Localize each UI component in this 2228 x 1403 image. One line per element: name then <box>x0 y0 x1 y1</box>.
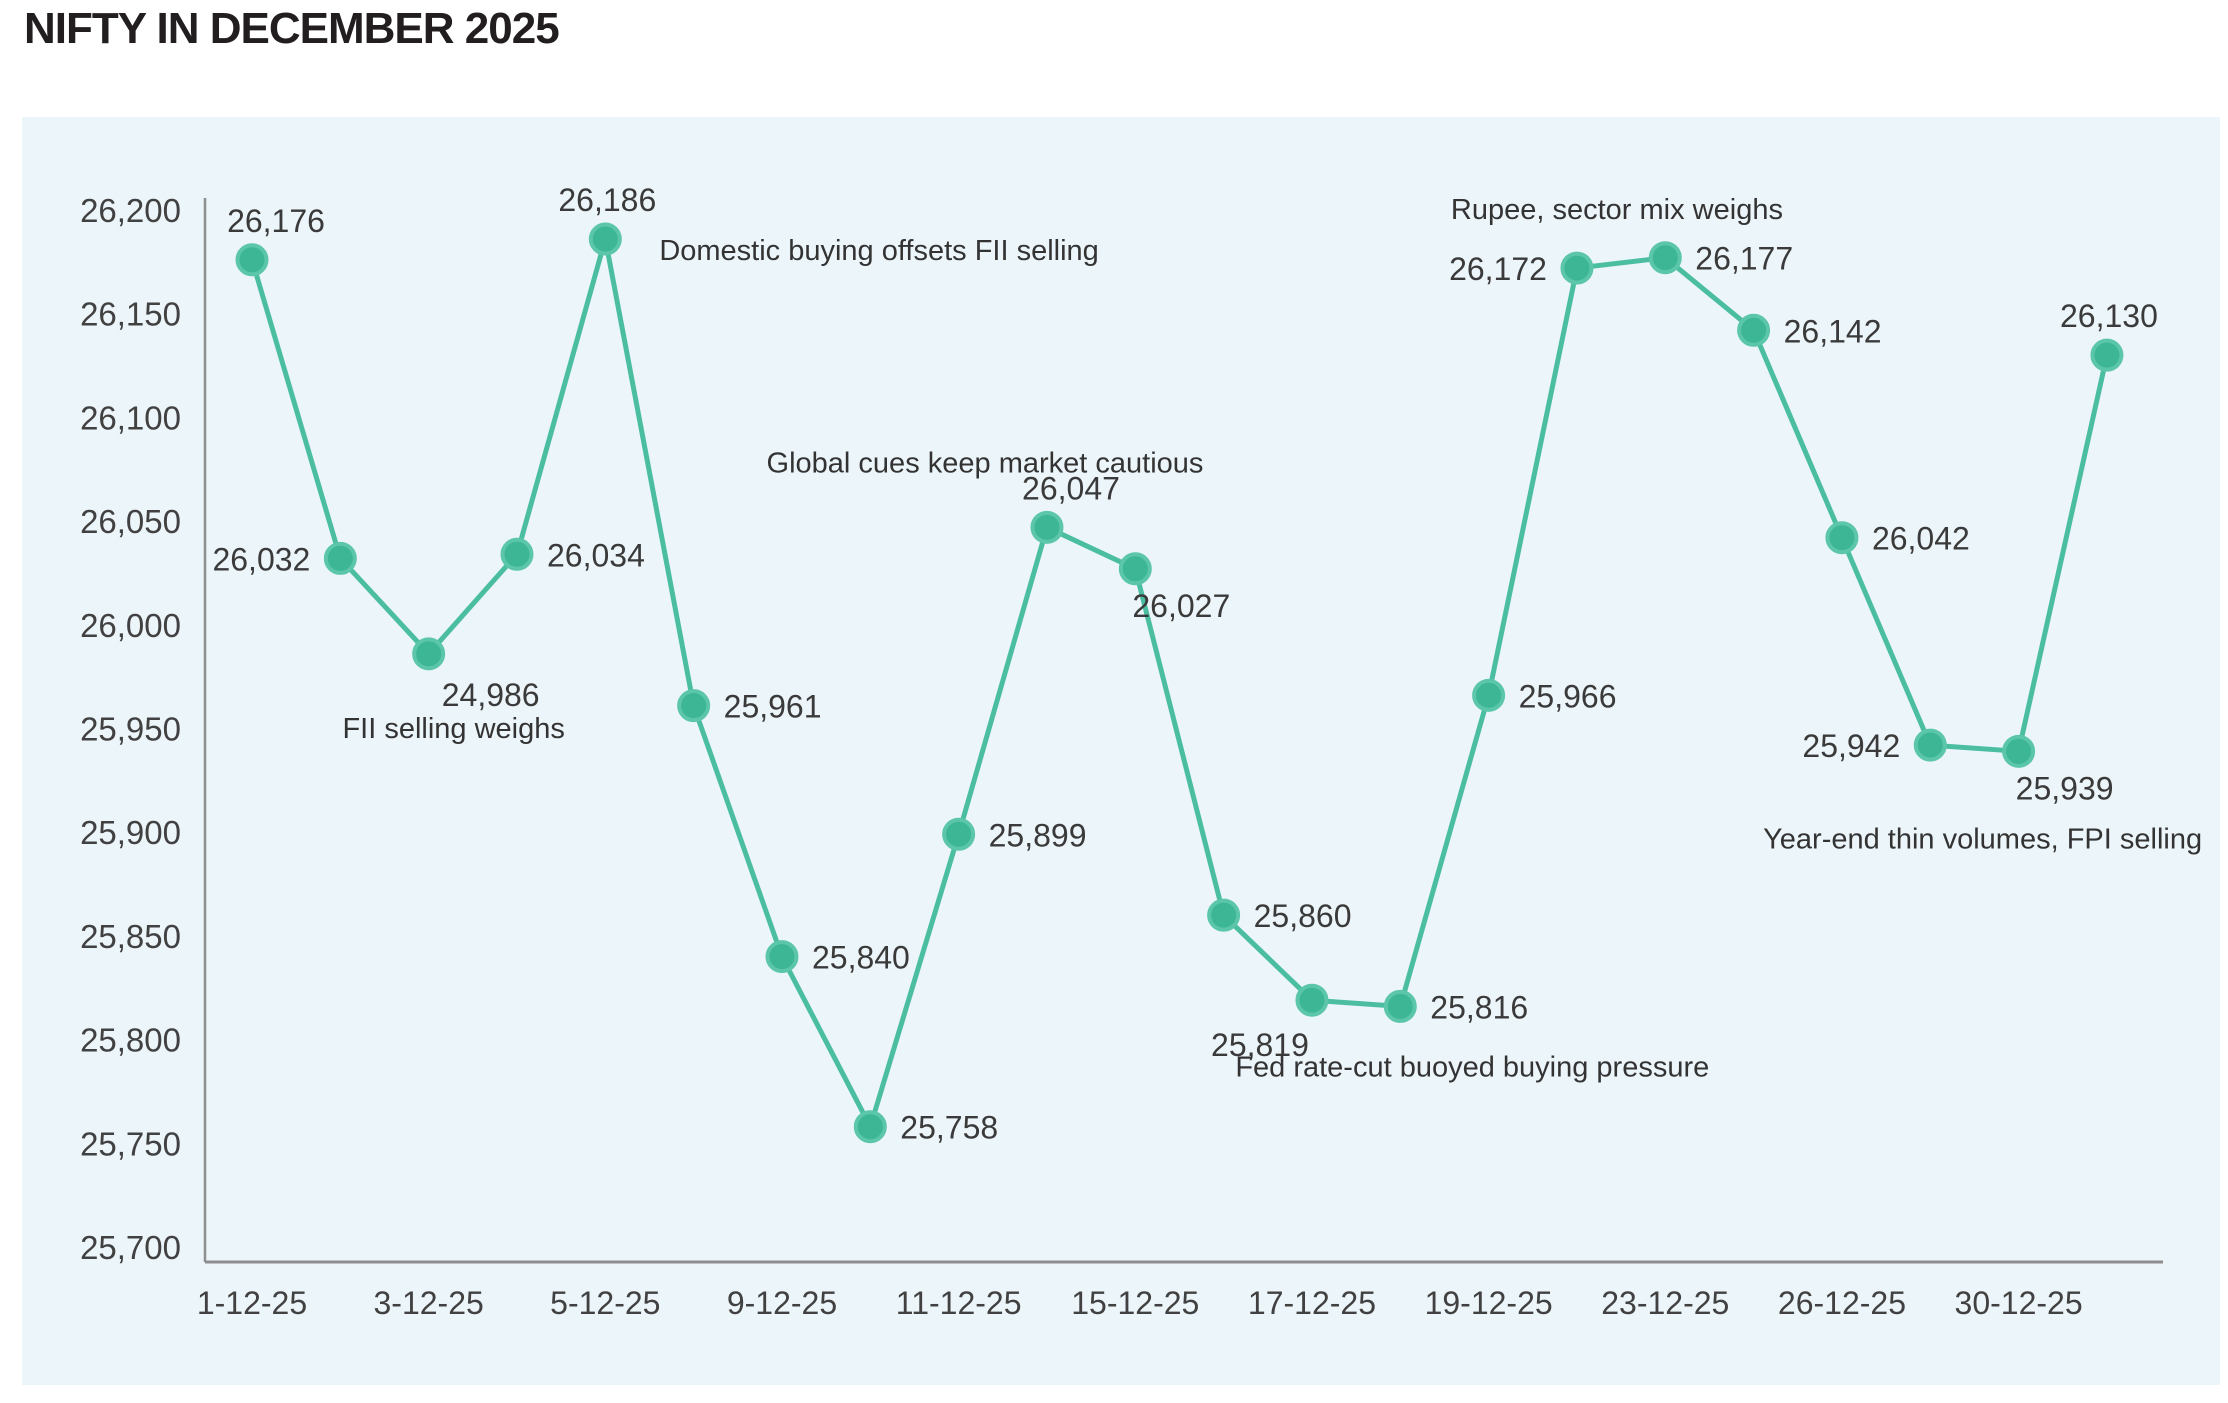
chart-annotation: Fed rate-cut buoyed buying pressure <box>1235 1051 1709 1083</box>
data-point-marker <box>1737 313 1771 347</box>
data-point-marker <box>765 940 799 974</box>
data-point-label: 25,939 <box>2016 770 2114 806</box>
data-point-label: 25,899 <box>989 817 1087 853</box>
data-point-label: 26,042 <box>1872 521 1970 557</box>
data-point-label: 26,047 <box>1022 470 1120 506</box>
x-axis-tick-label: 1-12-25 <box>197 1285 307 1321</box>
y-axis-tick-label: 26,100 <box>80 399 181 436</box>
chart-annotation: Domestic buying offsets FII selling <box>659 235 1099 267</box>
y-axis-tick-label: 25,750 <box>80 1125 181 1162</box>
chart-annotation: Global cues keep market cautious <box>767 447 1204 479</box>
data-point-marker <box>1913 728 1947 762</box>
x-axis-tick-label: 15-12-25 <box>1071 1285 1199 1321</box>
x-axis-tick-label: 11-12-25 <box>896 1285 1022 1321</box>
x-axis-tick-label: 3-12-25 <box>374 1285 484 1321</box>
chart-annotation: Rupee, sector mix weighs <box>1451 194 1783 226</box>
y-axis-tick-label: 26,150 <box>80 296 181 333</box>
data-point-marker <box>235 243 269 277</box>
data-point-marker <box>1648 241 1682 275</box>
chart-line <box>249 236 2110 1130</box>
data-point-label: 26,130 <box>2060 298 2158 334</box>
data-point-label: 25,942 <box>1802 728 1900 764</box>
data-point-marker <box>677 689 711 723</box>
y-axis-tick-label: 25,800 <box>80 1022 181 1059</box>
x-axis-tick-label: 23-12-25 <box>1601 1285 1729 1321</box>
data-point-label: 26,176 <box>227 203 325 239</box>
data-point-marker <box>942 817 976 851</box>
x-axis-tick-label: 5-12-25 <box>550 1285 660 1321</box>
data-point-label: 24,986 <box>442 677 540 713</box>
data-point-label: 25,819 <box>1211 1027 1309 1063</box>
data-point-label: 25,758 <box>900 1110 998 1146</box>
data-point-marker <box>500 537 534 571</box>
data-point-label: 25,840 <box>812 940 910 976</box>
data-point-marker <box>323 541 357 575</box>
data-point-marker <box>1383 989 1417 1023</box>
data-point-marker <box>1472 678 1506 712</box>
data-point-label: 26,177 <box>1695 241 1793 277</box>
data-point-marker <box>2090 338 2124 372</box>
y-axis-tick-label: 25,950 <box>80 711 181 748</box>
data-point-marker <box>853 1110 887 1144</box>
x-axis-tick-label: 30-12-25 <box>1955 1285 2083 1321</box>
y-axis-tick-label: 26,200 <box>80 192 181 229</box>
data-point-label: 25,860 <box>1254 898 1352 934</box>
data-point-marker <box>2002 734 2036 768</box>
data-point-label: 26,032 <box>212 541 310 577</box>
data-point-marker <box>588 222 622 256</box>
data-point-label: 25,966 <box>1519 678 1617 714</box>
data-point-marker <box>1030 510 1064 544</box>
data-point-marker <box>1118 552 1152 586</box>
data-point-label: 26,186 <box>558 182 656 218</box>
chart-annotation: Year-end thin volumes, FPI selling <box>1763 823 2202 855</box>
x-axis-tick-label: 26-12-25 <box>1778 1285 1906 1321</box>
y-axis-tick-label: 25,850 <box>80 918 181 955</box>
y-axis-tick-label: 26,050 <box>80 503 181 540</box>
data-point-label: 26,172 <box>1449 251 1547 287</box>
chart-panel: 26,200 26,150 26,100 26,050 26,000 25,950 25,9… <box>22 117 2220 1385</box>
x-axis-tick-label: 17-12-25 <box>1248 1285 1376 1321</box>
data-point-label: 26,027 <box>1132 588 1230 624</box>
x-axis-tick-label: 19-12-25 <box>1425 1285 1553 1321</box>
y-axis-tick-label: 26,000 <box>80 607 181 644</box>
data-point-label: 26,142 <box>1784 313 1882 349</box>
data-point-label: 25,961 <box>724 689 822 725</box>
y-axis-tick-label: 25,900 <box>80 814 181 851</box>
y-axis-tick-label: 25,700 <box>80 1229 181 1266</box>
data-point-marker <box>1825 521 1859 555</box>
data-point-label: 26,034 <box>547 537 645 573</box>
data-point-marker <box>412 637 446 671</box>
data-point-marker <box>1207 898 1241 932</box>
data-point-marker <box>1560 251 1594 285</box>
data-point-marker <box>1295 983 1329 1017</box>
data-point-label: 25,816 <box>1430 989 1528 1025</box>
x-axis-tick-label: 9-12-25 <box>727 1285 837 1321</box>
nifty-chart-svg: 26,200 26,150 26,100 26,050 26,000 25,950 25,9… <box>80 182 2202 1321</box>
chart-annotation: FII selling weighs <box>342 713 564 745</box>
page-title: NIFTY IN DECEMBER 2025 <box>24 4 560 53</box>
